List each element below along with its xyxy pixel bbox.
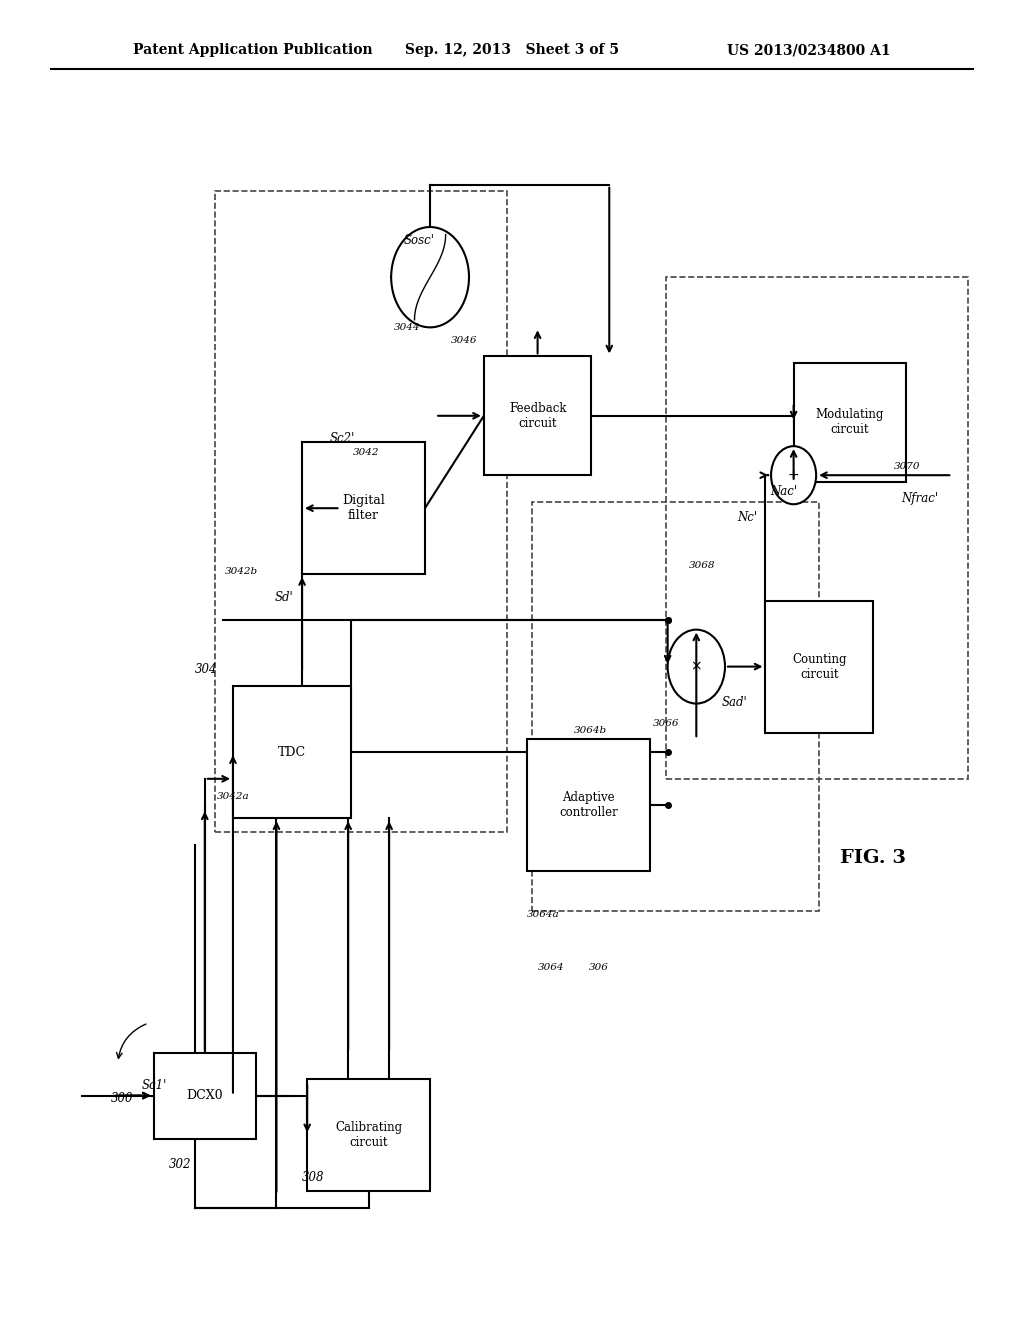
Text: Digital
filter: Digital filter xyxy=(342,494,385,523)
Text: DCX0: DCX0 xyxy=(186,1089,223,1102)
Text: Nc': Nc' xyxy=(737,511,758,524)
Text: Nfrac': Nfrac' xyxy=(901,491,938,504)
Text: 3042a: 3042a xyxy=(217,792,250,801)
Text: Sad': Sad' xyxy=(722,696,748,709)
Text: Calibrating
circuit: Calibrating circuit xyxy=(335,1121,402,1150)
Text: 3066: 3066 xyxy=(653,719,680,729)
FancyBboxPatch shape xyxy=(307,1080,430,1191)
Text: 3068: 3068 xyxy=(689,561,716,570)
Text: Feedback
circuit: Feedback circuit xyxy=(509,401,566,430)
FancyBboxPatch shape xyxy=(527,739,650,871)
Text: TDC: TDC xyxy=(278,746,306,759)
Text: 304: 304 xyxy=(195,663,217,676)
Circle shape xyxy=(668,630,725,704)
Text: Sep. 12, 2013   Sheet 3 of 5: Sep. 12, 2013 Sheet 3 of 5 xyxy=(406,44,618,57)
Text: Sc2': Sc2' xyxy=(330,432,355,445)
Text: Patent Application Publication: Patent Application Publication xyxy=(133,44,373,57)
FancyBboxPatch shape xyxy=(154,1053,256,1138)
FancyBboxPatch shape xyxy=(766,601,872,733)
FancyBboxPatch shape xyxy=(302,442,425,574)
Circle shape xyxy=(771,446,816,504)
Text: US 2013/0234800 A1: US 2013/0234800 A1 xyxy=(727,44,891,57)
Text: Sosc': Sosc' xyxy=(403,234,434,247)
Text: 3046: 3046 xyxy=(451,337,477,346)
Text: 308: 308 xyxy=(302,1171,325,1184)
Text: 3064a: 3064a xyxy=(527,911,560,920)
Text: 3044: 3044 xyxy=(394,323,421,333)
Text: Sd': Sd' xyxy=(274,590,293,603)
FancyBboxPatch shape xyxy=(232,686,350,818)
Text: 3042b: 3042b xyxy=(225,568,258,577)
Text: +: + xyxy=(787,469,800,482)
Text: Adaptive
controller: Adaptive controller xyxy=(559,791,618,820)
Text: ×: × xyxy=(690,660,702,673)
Text: 3070: 3070 xyxy=(894,462,921,471)
FancyBboxPatch shape xyxy=(794,363,906,482)
Text: Sc1': Sc1' xyxy=(141,1078,167,1092)
Text: 300: 300 xyxy=(111,1092,133,1105)
Text: 3064b: 3064b xyxy=(573,726,606,735)
Text: Counting
circuit: Counting circuit xyxy=(792,652,847,681)
Text: 306: 306 xyxy=(589,964,608,973)
Circle shape xyxy=(391,227,469,327)
Text: 3042: 3042 xyxy=(353,449,380,458)
Text: 3064: 3064 xyxy=(538,964,564,973)
Text: Modulating
circuit: Modulating circuit xyxy=(816,408,884,437)
Text: Nac': Nac' xyxy=(770,484,797,498)
Text: 302: 302 xyxy=(169,1158,191,1171)
FancyBboxPatch shape xyxy=(484,356,592,475)
Text: FIG. 3: FIG. 3 xyxy=(840,849,905,867)
